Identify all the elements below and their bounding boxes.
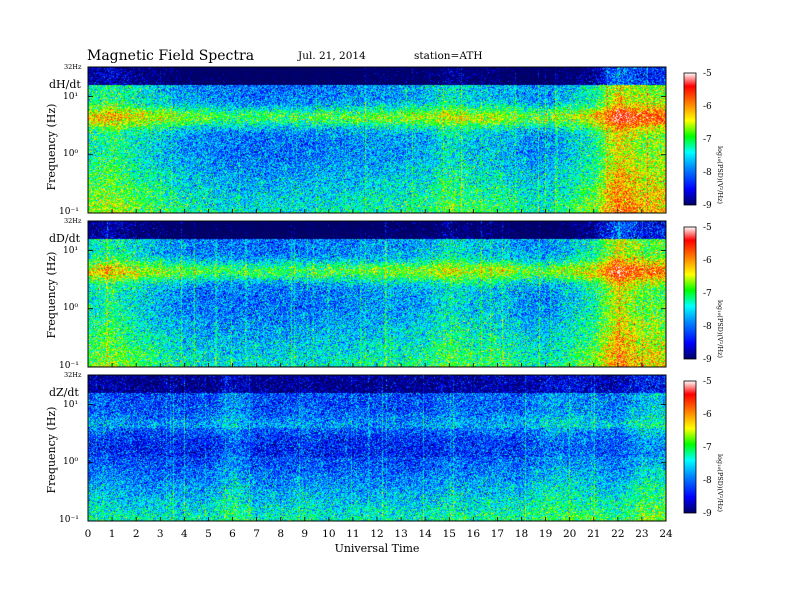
ytick-10e-1-dd: 10⁻¹ bbox=[59, 361, 79, 371]
colorbar-strip-dh bbox=[683, 72, 697, 206]
station-label: station=ATH bbox=[414, 50, 483, 62]
spectrogram-dd bbox=[88, 221, 666, 367]
x-tick-label: 5 bbox=[205, 528, 212, 540]
cb-tick-dz-1: -5 bbox=[703, 377, 712, 387]
x-tick-label: 17 bbox=[491, 528, 504, 540]
component-label-dh: dH/dt bbox=[49, 78, 81, 91]
cb-tick-dh-2: -6 bbox=[703, 102, 712, 112]
colorbar-dz: -5 -6 -7 -8 -9 log₁₀(PSD)(V²/Hz) bbox=[683, 377, 724, 519]
ytick-10e1-dz: 10¹ bbox=[63, 400, 78, 410]
colorbar-dh: -5 -6 -7 -8 -9 log₁₀(PSD)(V²/Hz) bbox=[683, 69, 724, 211]
cb-tick-dd-1: -5 bbox=[703, 223, 712, 233]
cb-tick-dd-2: -6 bbox=[703, 256, 712, 266]
x-tick-label: 3 bbox=[157, 528, 164, 540]
ylabel-dh: Frequency (Hz) bbox=[45, 104, 58, 191]
ytick-10e0-dh: 10⁰ bbox=[63, 149, 78, 159]
cb-tick-dz-5: -9 bbox=[703, 509, 712, 519]
cb-tick-dh-1: -5 bbox=[703, 69, 712, 79]
x-tick-label: 18 bbox=[515, 528, 528, 540]
x-tick-label: 10 bbox=[322, 528, 335, 540]
ytick-10e0-dd: 10⁰ bbox=[63, 303, 78, 313]
cb-tick-dh-3: -7 bbox=[703, 135, 712, 145]
x-axis: 0 1 2 3 4 5 6 7 8 9 10 11 12 13 14 15 16 17 18 19 20 21 22 23 24 bbox=[85, 209, 673, 540]
x-tick-label: 11 bbox=[346, 528, 359, 540]
x-tick-label: 12 bbox=[370, 528, 383, 540]
x-tick-label: 16 bbox=[467, 528, 481, 540]
ytick-10e-1-dh: 10⁻¹ bbox=[59, 207, 79, 217]
yticks-dd bbox=[88, 250, 666, 368]
ylabel-dd: Frequency (Hz) bbox=[45, 252, 58, 339]
x-tick-label: 19 bbox=[539, 528, 552, 540]
x-tick-label: 8 bbox=[277, 528, 284, 540]
ytick-top-dd: 32Hz bbox=[64, 217, 82, 225]
panel-dz: dZ/dt 32Hz 10¹ 10⁰ 10⁻¹ Frequency (Hz) bbox=[45, 371, 667, 525]
panel-dh: dH/dt 32Hz 10¹ 10⁰ 10⁻¹ Frequency (Hz) bbox=[45, 63, 667, 217]
cb-tick-dd-5: -9 bbox=[703, 355, 712, 365]
x-tick-label: 15 bbox=[443, 528, 456, 540]
component-label-dd: dD/dt bbox=[49, 232, 81, 245]
x-tick-label: 6 bbox=[229, 528, 236, 540]
colorbar-strip-dd bbox=[683, 226, 697, 360]
x-tick-label: 7 bbox=[253, 528, 260, 540]
panel-dd: dD/dt 32Hz 10¹ 10⁰ 10⁻¹ Frequency (Hz) bbox=[45, 217, 667, 371]
cb-tick-dz-2: -6 bbox=[703, 410, 712, 420]
x-tick-label: 20 bbox=[563, 528, 576, 540]
component-label-dz: dZ/dt bbox=[49, 386, 79, 399]
ytick-10e0-dz: 10⁰ bbox=[63, 457, 78, 467]
spectrogram-dh bbox=[88, 67, 666, 213]
x-tick-label: 4 bbox=[181, 528, 188, 540]
spectrogram-dz bbox=[88, 375, 666, 521]
figure-title: Magnetic Field Spectra bbox=[87, 48, 254, 64]
cb-tick-dz-3: -7 bbox=[703, 443, 712, 453]
cb-label-dz: log₁₀(PSD)(V²/Hz) bbox=[716, 454, 724, 513]
x-tick-label: 13 bbox=[394, 528, 407, 540]
x-axis-label: Universal Time bbox=[335, 542, 420, 555]
x-tick-label: 23 bbox=[635, 528, 648, 540]
x-tick-label: 9 bbox=[301, 528, 308, 540]
colorbar-dd: -5 -6 -7 -8 -9 log₁₀(PSD)(V²/Hz) bbox=[683, 223, 724, 365]
cb-tick-dh-5: -9 bbox=[703, 201, 712, 211]
x-tick-label: 14 bbox=[418, 528, 432, 540]
ytick-top-dh: 32Hz bbox=[64, 63, 82, 71]
cb-tick-dd-4: -8 bbox=[703, 322, 712, 332]
ytick-10e-1-dz: 10⁻¹ bbox=[59, 515, 79, 525]
ytick-10e1-dd: 10¹ bbox=[63, 246, 78, 256]
x-tick-label: 21 bbox=[587, 528, 600, 540]
ylabel-dz: Frequency (Hz) bbox=[45, 407, 58, 494]
x-tick-label: 22 bbox=[611, 528, 624, 540]
date-label: Jul. 21, 2014 bbox=[297, 50, 366, 62]
ytick-10e1-dh: 10¹ bbox=[63, 92, 78, 102]
x-tick-label: 2 bbox=[133, 528, 140, 540]
cb-tick-dd-3: -7 bbox=[703, 289, 712, 299]
cb-tick-dz-4: -8 bbox=[703, 476, 712, 486]
cb-tick-dh-4: -8 bbox=[703, 168, 712, 178]
ytick-top-dz: 32Hz bbox=[64, 371, 82, 379]
x-tick-label: 1 bbox=[109, 528, 116, 540]
yticks-dz bbox=[88, 404, 666, 522]
colorbar-strip-dz bbox=[683, 380, 697, 514]
cb-label-dd: log₁₀(PSD)(V²/Hz) bbox=[716, 300, 724, 359]
x-tick-label: 24 bbox=[659, 528, 673, 540]
x-tick-label: 0 bbox=[85, 528, 92, 540]
cb-label-dh: log₁₀(PSD)(V²/Hz) bbox=[716, 146, 724, 205]
yticks-dh bbox=[88, 96, 666, 214]
